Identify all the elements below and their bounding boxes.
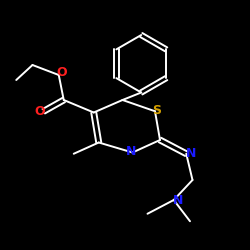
- Text: N: N: [173, 194, 184, 206]
- Text: N: N: [126, 145, 136, 158]
- Text: O: O: [56, 66, 66, 78]
- Text: S: S: [152, 104, 161, 117]
- Text: O: O: [35, 105, 45, 118]
- Text: N: N: [186, 147, 196, 160]
